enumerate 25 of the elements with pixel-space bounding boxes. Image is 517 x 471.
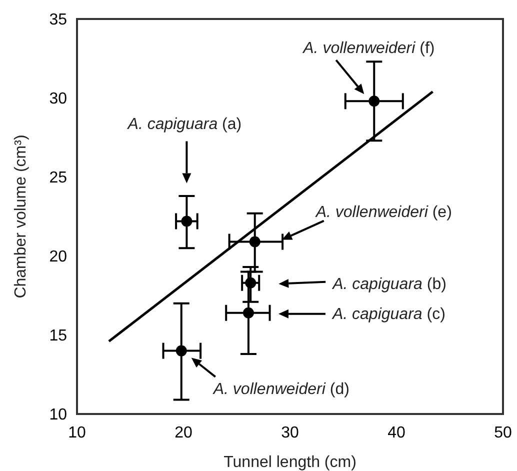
x-tick-label: 50 [494,424,512,442]
y-tick-label: 20 [49,248,68,266]
y-tick-label: 15 [49,328,68,345]
y-tick-label: 10 [49,406,68,424]
x-tick-label: 20 [174,424,192,442]
y-axis-title: Chamber volume (cm³) [12,134,30,298]
point [176,345,187,356]
x-axis-title: Tunnel length (cm) [224,454,356,471]
point [245,277,256,288]
annotation: A. capiguara (c) [331,306,446,323]
x-tick-label: 30 [281,424,299,442]
x-tick-label: 10 [68,424,86,442]
point [368,96,380,107]
point [249,236,260,248]
point [242,307,254,318]
point [181,216,192,227]
x-tick-label: 40 [388,424,406,442]
annotation: A. capiguara (b) [332,276,446,293]
annotation: A. vollenweideri (d) [212,380,350,398]
annotation: A. vollenweideri (f) [302,40,435,58]
annotation: A. vollenweideri (e) [314,204,452,221]
annotation: A. capiguara (a) [126,116,242,134]
y-tick-label: 30 [49,90,68,108]
y-tick-label: 35 [49,12,68,29]
y-tick-label: 25 [49,170,68,187]
